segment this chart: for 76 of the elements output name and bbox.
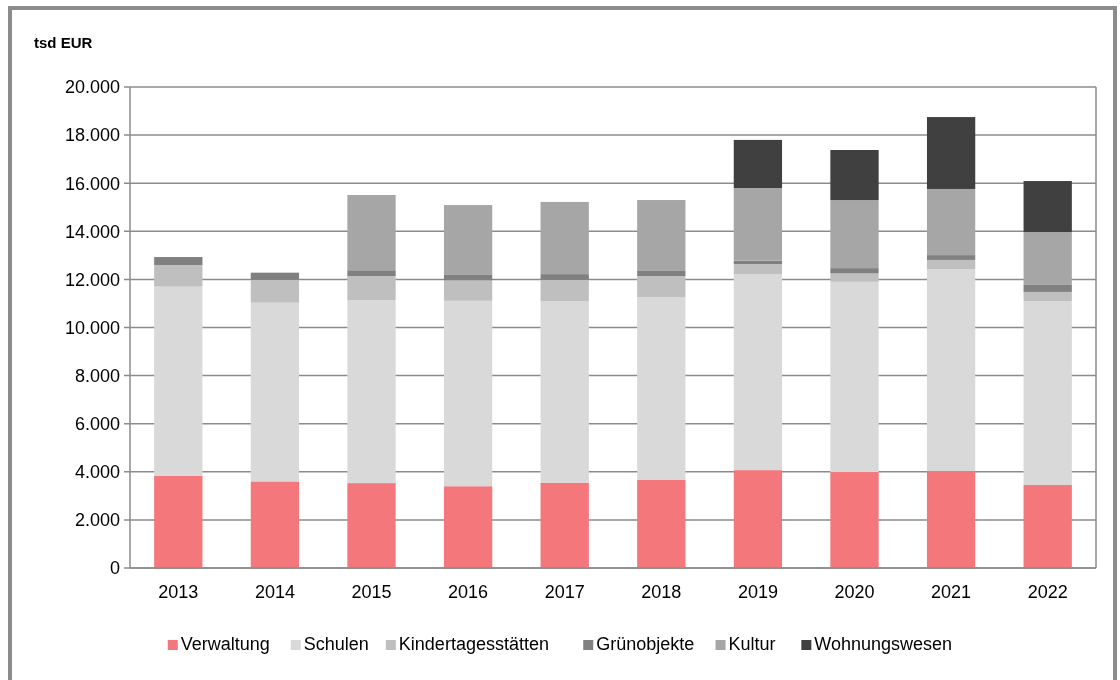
bar	[154, 264, 203, 287]
bar	[830, 472, 879, 568]
y-tick-label: 4.000	[74, 462, 120, 483]
bar	[1023, 485, 1072, 568]
y-tick-label: 8.000	[74, 365, 120, 386]
y-tick-label: 18.000	[64, 125, 120, 146]
x-tick-label: 2013	[158, 582, 199, 602]
x-tick-label: 2018	[641, 582, 682, 602]
bar	[830, 150, 879, 201]
y-tick-label: 14.000	[64, 221, 120, 242]
x-tick-label: 2017	[544, 582, 585, 602]
y-tick-label: 10.000	[64, 317, 120, 338]
y-tick-label: 12.000	[64, 269, 120, 290]
legend-label: Verwaltung	[180, 634, 270, 654]
bar	[830, 200, 879, 269]
bar	[347, 300, 396, 484]
bar	[347, 270, 396, 277]
x-tick-label: 2020	[834, 582, 875, 602]
y-tick-label: 0	[109, 558, 120, 579]
y-tick-label: 6.000	[74, 414, 120, 434]
bar	[637, 479, 686, 568]
bar	[926, 259, 976, 270]
bar	[733, 188, 783, 261]
legend-label: Kindertagesstätten	[398, 634, 549, 654]
bar	[830, 268, 879, 274]
x-tick-label: 2022	[1027, 582, 1068, 602]
bar	[733, 139, 783, 189]
x-tick-label: 2014	[254, 582, 295, 602]
legend-label: Schulen	[303, 634, 369, 654]
bar	[1023, 232, 1072, 285]
bar	[1023, 291, 1072, 302]
legend-label: Wohnungswesen	[814, 634, 953, 654]
bar	[733, 470, 783, 568]
bar	[637, 276, 686, 297]
legend-label: Grünobjekte	[596, 634, 695, 654]
bar	[443, 205, 493, 275]
y-tick-label: 20.000	[64, 77, 120, 98]
bar	[443, 280, 493, 301]
bar	[637, 200, 686, 271]
bar	[733, 264, 783, 275]
bar	[250, 279, 300, 303]
bar	[347, 194, 396, 271]
bar	[637, 270, 686, 277]
bar	[347, 483, 396, 568]
bar	[540, 301, 589, 483]
bar	[154, 286, 203, 476]
bar	[926, 471, 976, 568]
x-tick-label: 2015	[351, 582, 392, 602]
x-tick-label: 2019	[737, 582, 778, 602]
bar	[250, 481, 300, 568]
y-tick-label: 2.000	[74, 510, 120, 531]
bar	[637, 296, 686, 480]
bar	[733, 274, 783, 471]
bar	[154, 475, 203, 568]
bar	[1023, 284, 1072, 292]
bar	[1023, 181, 1072, 233]
bar	[926, 255, 976, 260]
bar	[443, 300, 493, 487]
y-axis-title: tsd EUR	[34, 34, 93, 51]
bar	[926, 269, 976, 472]
x-tick-label: 2016	[448, 582, 489, 602]
bar	[926, 188, 976, 256]
bar	[926, 117, 976, 189]
bar	[830, 273, 879, 282]
x-tick-label: 2021	[931, 582, 972, 602]
bar	[830, 281, 879, 473]
y-tick-label: 16.000	[64, 173, 120, 194]
bar	[540, 279, 589, 302]
bar	[154, 257, 203, 265]
bar	[540, 482, 589, 568]
bar	[250, 302, 300, 482]
legend-label: Kultur	[728, 634, 776, 654]
bar	[540, 201, 589, 275]
bar	[443, 486, 493, 568]
bar	[1023, 301, 1072, 486]
bar	[347, 276, 396, 301]
